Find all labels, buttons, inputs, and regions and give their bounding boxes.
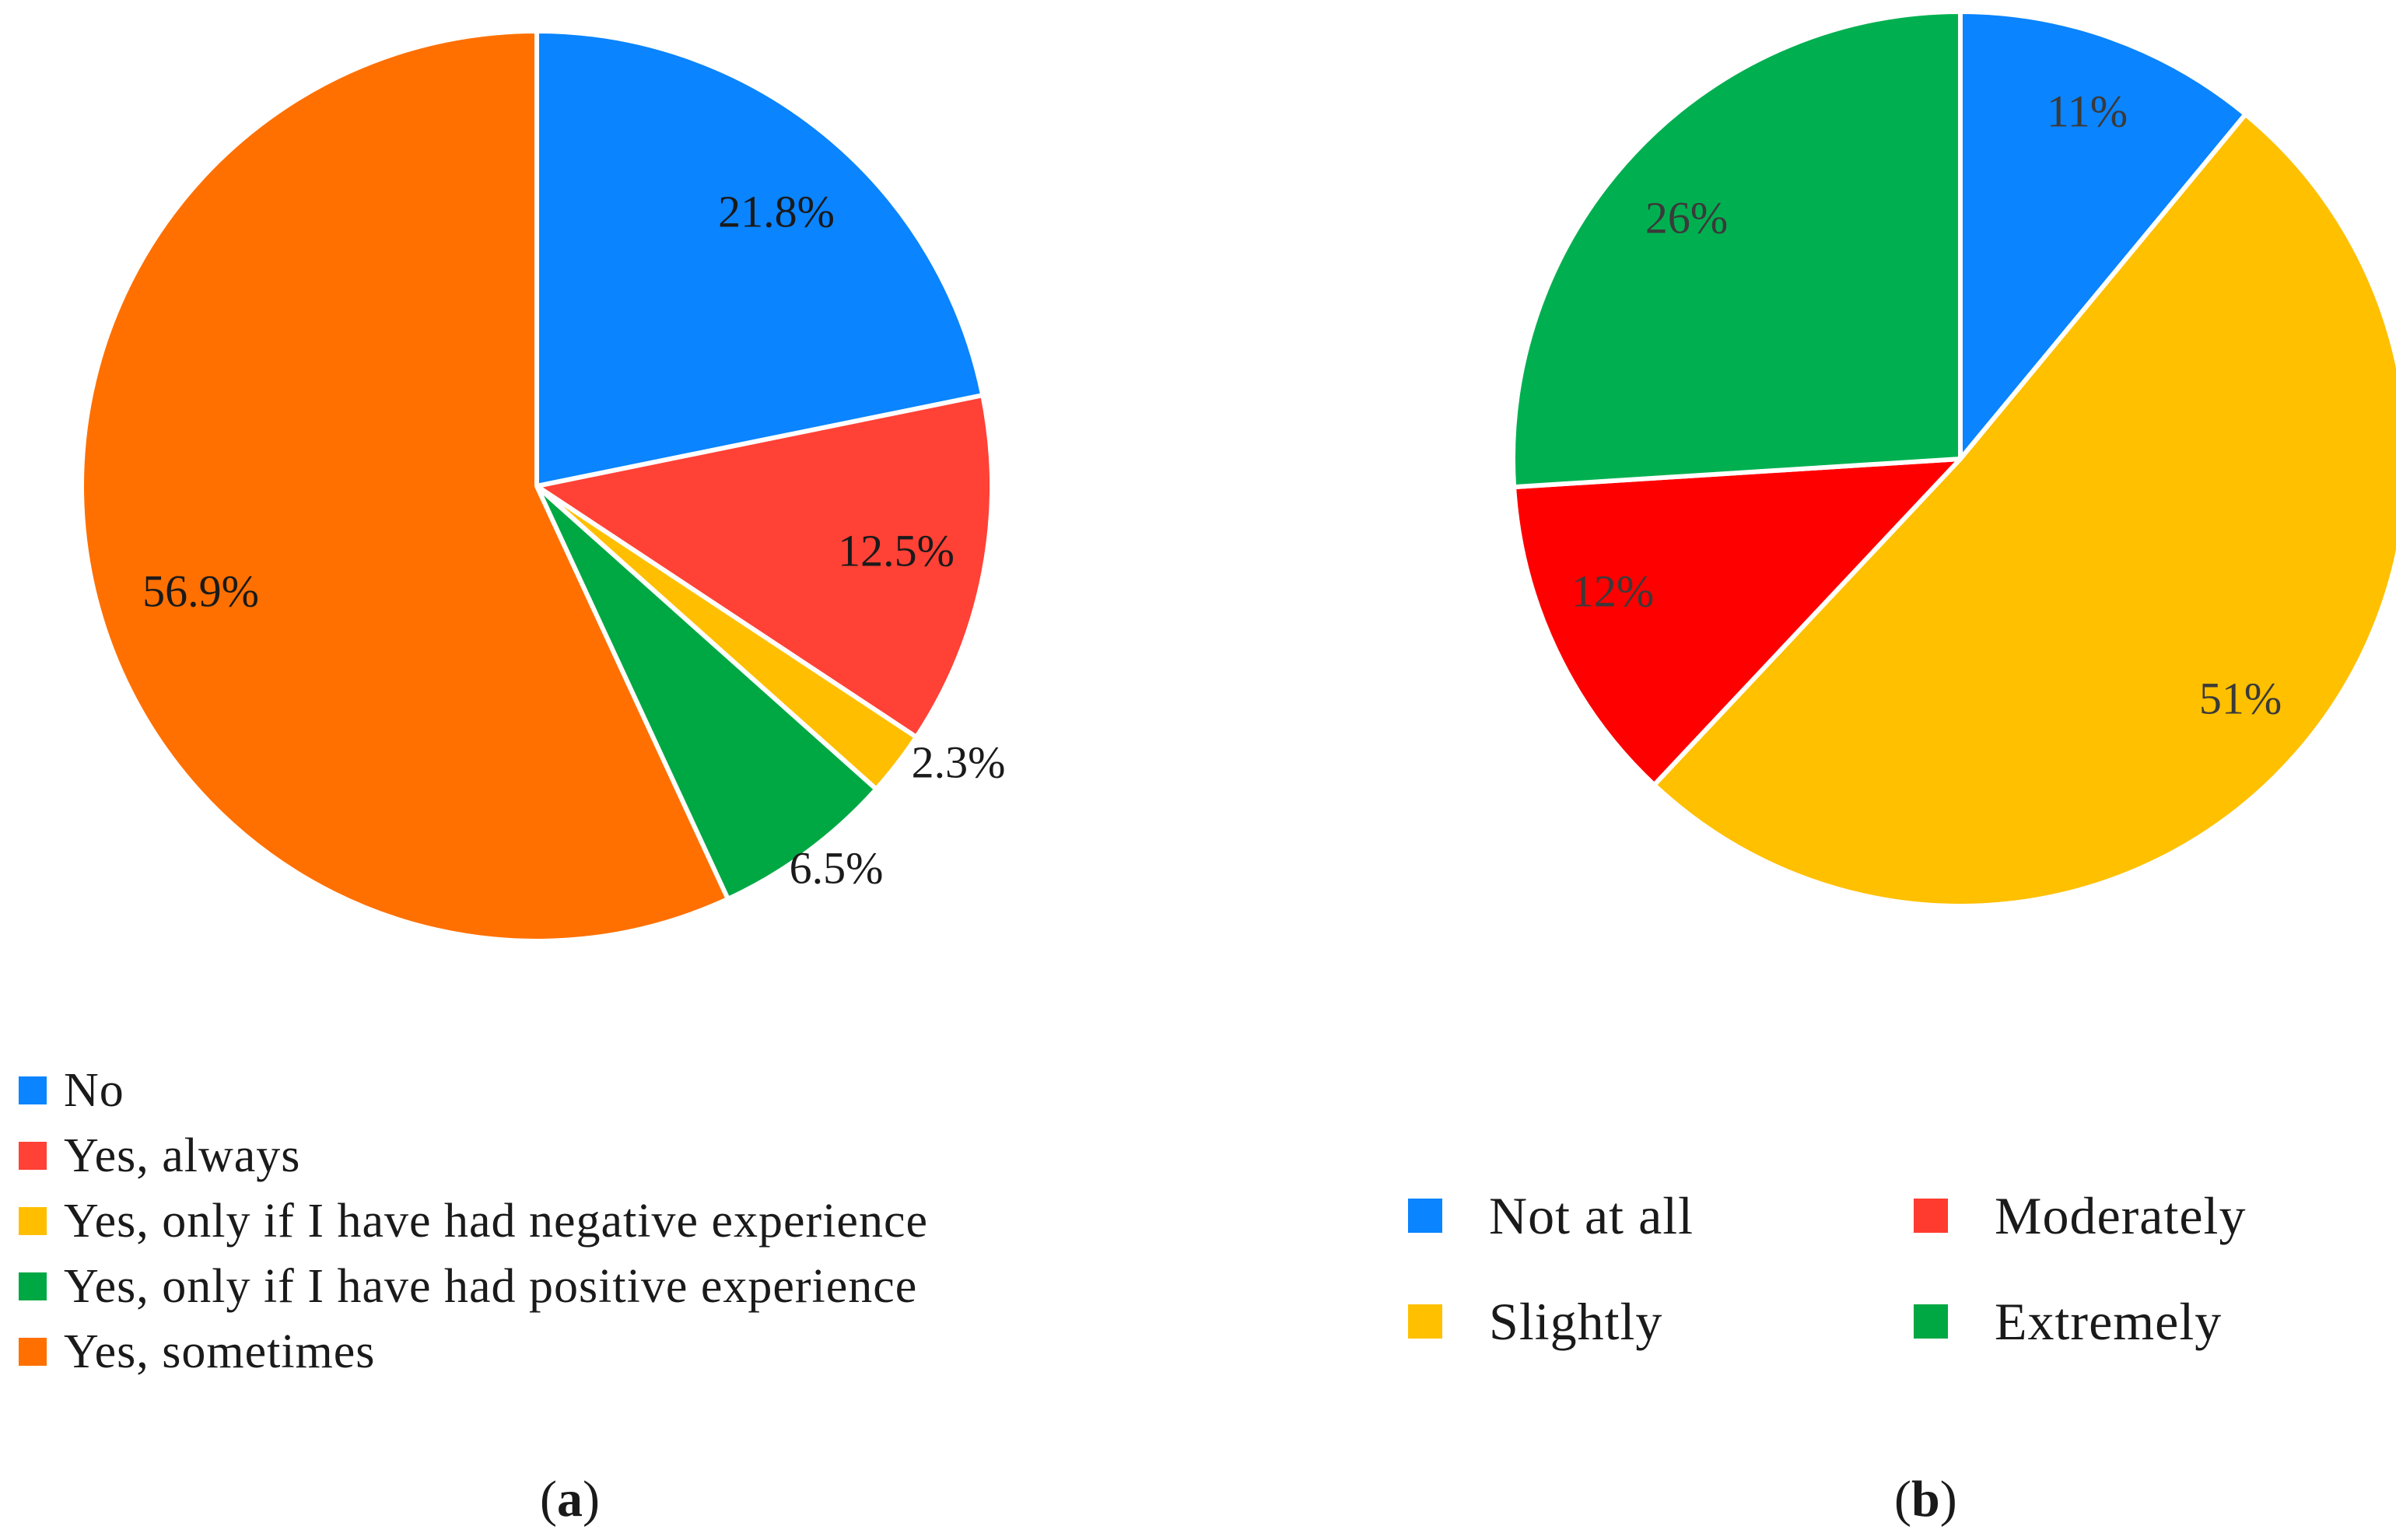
legend-swatch [19,1338,47,1366]
panel-label-b-letter: b [1911,1471,1940,1528]
legend-item-yes-always: Yes, always [19,1123,928,1188]
legend-label: Moderately [1995,1185,2247,1245]
data-label-not-at-all: 11% [2047,86,2128,137]
legend-item-not-at-all: Not at all [1408,1182,1914,1249]
legend-item-yes-only-if-i-have-had-negative-experience: Yes, only if I have had negative experie… [19,1188,928,1254]
pie-slice-moderately [1512,457,1963,788]
data-label-slightly: 51% [2199,674,2282,724]
legend-swatch [19,1142,47,1170]
legend-label: Yes, always [64,1129,301,1182]
legend-item-extremely: Extremely [1914,1288,2349,1355]
legend-label: Yes, sometimes [64,1325,376,1378]
pie-slice-no [534,29,986,488]
legend-label: Yes, only if I have had positive experie… [64,1259,918,1313]
pie-chart-a: 21.8% 12.5% 2.3% 6.5% 56.9% [79,29,1006,943]
pie-slice-slightly [1652,111,2396,908]
legend-swatch [19,1076,47,1104]
data-label-yes-only-if-i-have-had-positive-experience: 6.5% [790,843,884,894]
legend-item-yes-only-if-i-have-had-positive-experience: Yes, only if I have had positive experie… [19,1254,928,1319]
pie-slice-yes-only-if-i-have-had-positive-experience [534,484,879,901]
legend-b: Not at all Moderately Slightly Extremely [1408,1182,2349,1355]
legend-label: Yes, only if I have had negative experie… [64,1194,928,1248]
data-label-yes-only-if-i-have-had-negative-experience: 2.3% [912,737,1006,788]
pie-slice-yes-sometimes [79,29,730,943]
legend-swatch [19,1207,47,1235]
legend-item-yes-sometimes: Yes, sometimes [19,1319,928,1384]
legend-label: Not at all [1489,1185,1694,1245]
data-label-moderately: 12% [1571,566,1654,617]
data-label-yes-sometimes: 56.9% [142,566,259,617]
legend-swatch [1914,1199,1948,1233]
legend-swatch [19,1272,47,1300]
pie-slice-not-at-all [1958,9,2248,461]
panel-label-a: (a) [540,1471,600,1528]
legend-swatch [1408,1199,1442,1233]
data-label-yes-always: 12.5% [838,526,955,576]
pie-slice-extremely [1511,9,1963,490]
legend-swatch [1914,1304,1948,1339]
legend-item-slightly: Slightly [1408,1288,1914,1355]
legend-label: No [64,1063,124,1117]
legend-label: Extremely [1995,1291,2223,1351]
data-label-no: 21.8% [718,187,835,237]
legend-swatch [1408,1304,1442,1339]
panel-label-a-letter: a [556,1471,583,1528]
legend-item-no: No [19,1058,928,1123]
legend-item-moderately: Moderately [1914,1182,2349,1249]
legend-label: Slightly [1489,1291,1663,1351]
data-label-extremely: 26% [1645,193,1728,243]
panel-label-b: (b) [1894,1471,1957,1528]
legend-a: No Yes, always Yes, only if I have had neg… [19,1058,928,1384]
pie-slice-yes-always [534,393,995,740]
pie-chart-b: 11% 51% 12% 26% [1511,9,2396,908]
